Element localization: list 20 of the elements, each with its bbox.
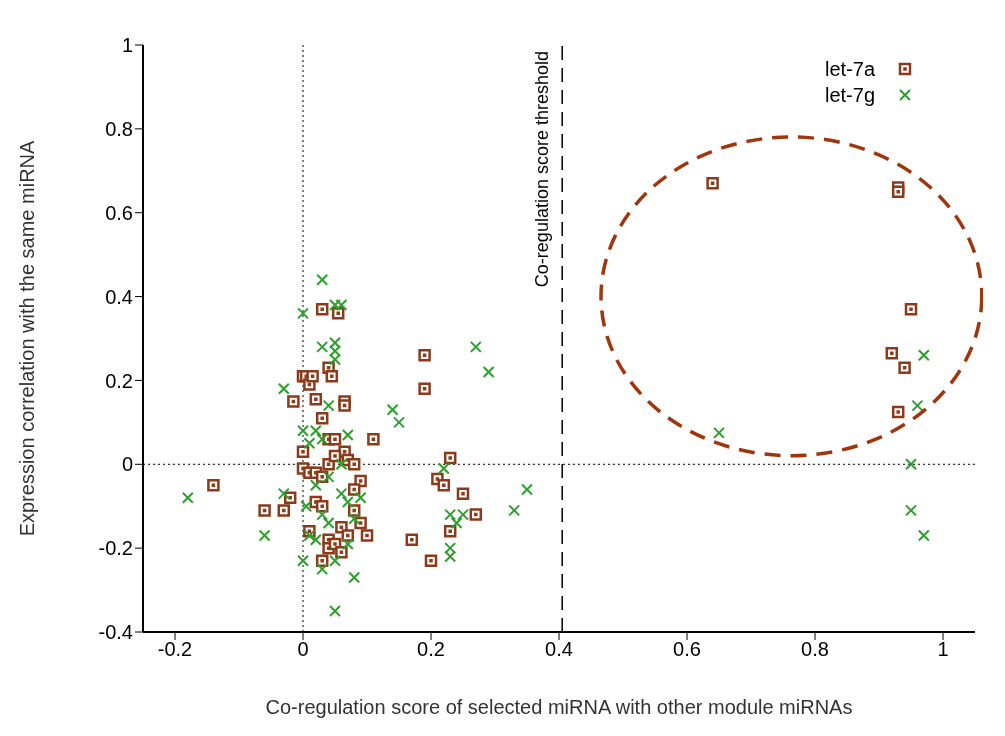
y-axis-title: Expression correlation with the same miRNA: [16, 139, 39, 537]
x-tick-label: 0.6: [673, 638, 701, 661]
x-tick-label: 0: [297, 638, 309, 661]
ref-line-label: Co-regulation score threshold: [532, 51, 553, 288]
legend-label: let-7g: [824, 83, 875, 107]
x-tick-label: -0.2: [157, 638, 193, 661]
x-tick-label: 1: [937, 638, 949, 661]
x-tick-label: 0.2: [417, 638, 445, 661]
y-tick-label: 0.4: [105, 285, 133, 308]
x-tick-label: 0.8: [801, 638, 829, 661]
y-tick-label: -0.2: [98, 537, 133, 560]
y-tick-label: 1: [121, 34, 133, 57]
y-tick-label: 0.8: [105, 117, 133, 140]
y-tick-label: 0.6: [105, 201, 133, 224]
x-tick-label: 0.4: [545, 638, 573, 661]
legend-label: let-7a: [824, 57, 875, 81]
y-tick-label: 0.2: [105, 369, 133, 392]
y-tick-label: 0: [121, 453, 133, 476]
x-axis-title: Co-regulation score of selected miRNA with other module miRNAs: [265, 696, 853, 718]
y-tick-label: -0.4: [98, 621, 133, 644]
